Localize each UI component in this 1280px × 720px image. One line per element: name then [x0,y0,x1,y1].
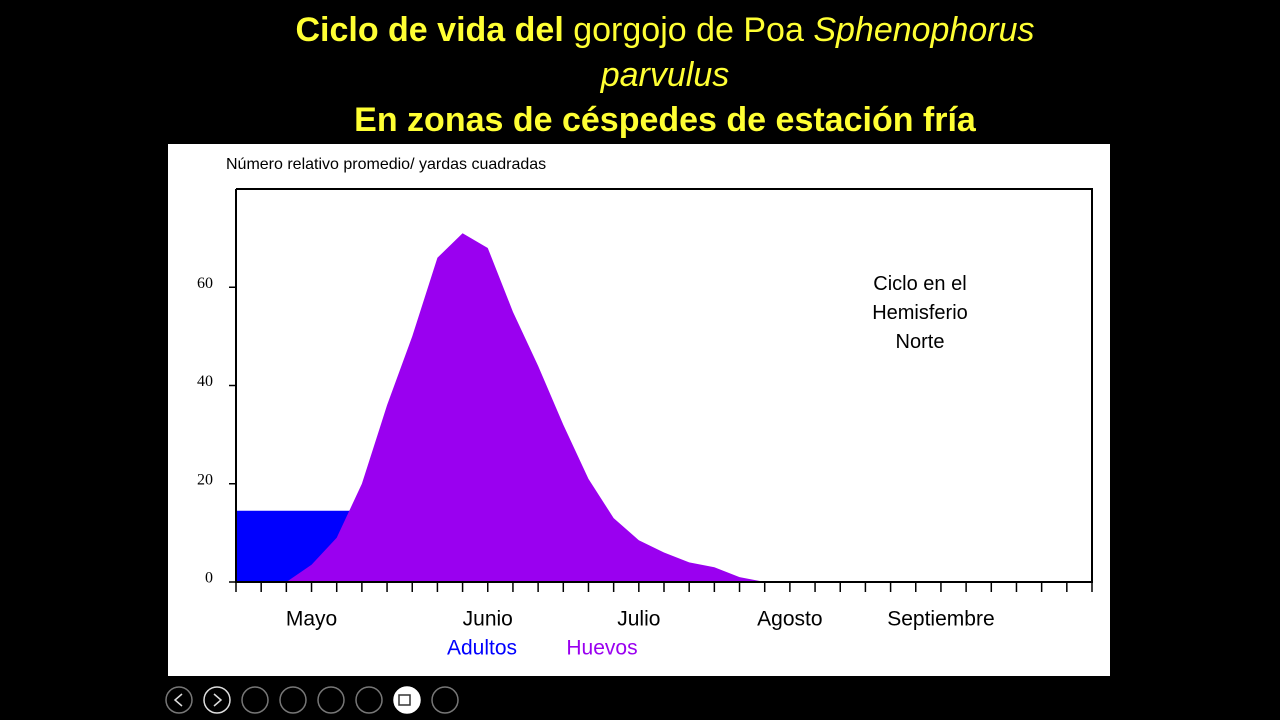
more-button[interactable] [431,686,459,714]
x-tick-label: Septiembre [887,608,994,631]
arrow-icons [173,693,223,707]
annotation: Ciclo en el Hemisferio Norte [872,273,968,353]
x-tick-label: Mayo [286,608,337,631]
y-axis-label: Número relativo promedio/ yardas cuadrad… [226,156,546,173]
camera-icon [398,694,411,706]
prev-button[interactable] [165,686,193,714]
y-tick-label: 60 [197,275,213,292]
area-1 [286,233,765,582]
title-italic: Sphenophorus parvulus [600,11,1035,94]
camera-button[interactable] [393,686,421,714]
y-tick-label: 20 [197,471,213,488]
x-tick-label: Junio [463,608,513,631]
y-tick-label: 0 [205,570,213,587]
legend-label: Adultos [447,637,517,660]
x-tick-label: Agosto [757,608,822,631]
title-block: Ciclo de vida del gorgojo de Poa Sphenop… [240,8,1090,143]
y-tick-label: 40 [197,373,213,390]
subtitles-button[interactable] [355,686,383,714]
next-button[interactable] [203,686,231,714]
title-bold: Ciclo de vida del [295,11,564,49]
title-normal: gorgojo de Poa [573,11,804,49]
x-tick-label: Julio [617,608,660,631]
subtitle: En zonas de céspedes de estación fría [354,101,976,139]
slides-button[interactable] [279,686,307,714]
zoom-button[interactable] [317,686,345,714]
pen-button[interactable] [241,686,269,714]
toolbar [165,686,459,714]
legend-label: Huevos [566,637,637,660]
